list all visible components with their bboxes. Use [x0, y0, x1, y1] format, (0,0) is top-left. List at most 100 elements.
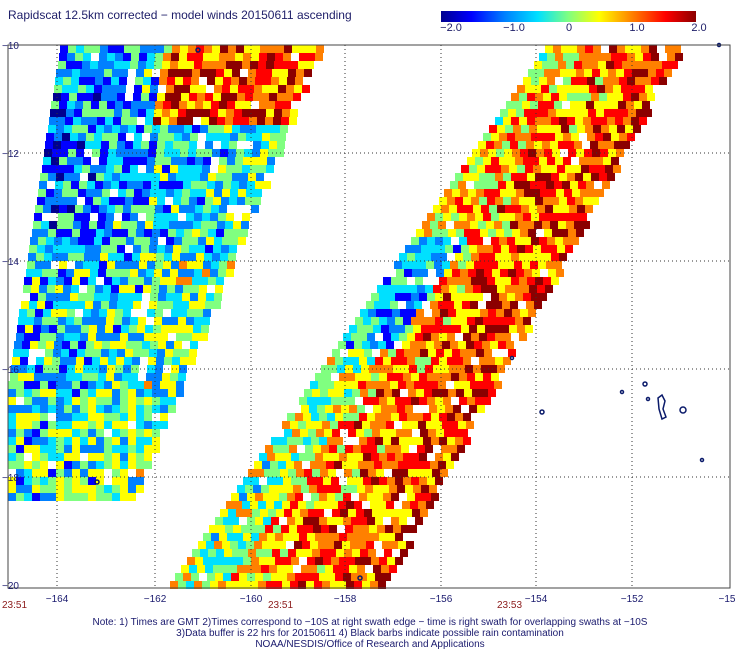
wind-cell [42, 373, 50, 381]
wind-cell [128, 413, 136, 421]
wind-cell [486, 301, 494, 309]
wind-cell [112, 173, 120, 181]
wind-cell [229, 197, 237, 205]
wind-cell [550, 61, 558, 69]
wind-cell [556, 109, 564, 117]
wind-cell [556, 189, 564, 197]
wind-cell [116, 357, 124, 365]
wind-cell [554, 101, 562, 109]
wind-cell [234, 61, 242, 69]
wind-cell [352, 389, 360, 397]
wind-cell [367, 357, 375, 365]
wind-cell [188, 45, 196, 53]
wind-cell [295, 77, 303, 85]
wind-cell [379, 293, 387, 301]
wind-cell [174, 133, 182, 141]
wind-cell [488, 309, 496, 317]
wind-cell [303, 517, 311, 525]
wind-cell [189, 93, 197, 101]
map-title: Rapidscat 12.5km corrected − model winds… [8, 8, 352, 22]
wind-cell [248, 173, 256, 181]
wind-cell [440, 309, 448, 317]
wind-cell [56, 277, 64, 285]
wind-cell [415, 333, 423, 341]
wind-cell [611, 53, 619, 61]
wind-cell [404, 429, 412, 437]
wind-cell [191, 285, 199, 293]
wind-cell [424, 389, 432, 397]
wind-cell [120, 493, 128, 501]
wind-cell [263, 517, 271, 525]
wind-cell [64, 333, 72, 341]
wind-cell [467, 157, 475, 165]
wind-cell [216, 173, 224, 181]
wind-cell [149, 301, 157, 309]
wind-cell [379, 533, 387, 541]
wind-cell [183, 77, 191, 85]
wind-cell [167, 77, 175, 85]
wind-cell [111, 77, 119, 85]
wind-cell [551, 173, 559, 181]
wind-cell [192, 277, 200, 285]
wind-cell [331, 453, 339, 461]
wind-cell [277, 93, 285, 101]
wind-cell [391, 493, 399, 501]
wind-cell [366, 381, 374, 389]
wind-cell [306, 421, 314, 429]
wind-cell [208, 69, 216, 77]
wind-cell [121, 325, 129, 333]
wind-cell [59, 365, 67, 373]
wind-cell [136, 277, 144, 285]
wind-cell [158, 189, 166, 197]
wind-cell [496, 309, 504, 317]
wind-cell [48, 333, 56, 341]
wind-cell [486, 221, 494, 229]
wind-cell [203, 157, 211, 165]
wind-cell [308, 45, 316, 53]
wind-cell [8, 485, 16, 493]
wind-cell [449, 445, 457, 453]
wind-cell [48, 493, 56, 501]
wind-cell [18, 373, 26, 381]
wind-cell [323, 557, 331, 565]
wind-cell [112, 333, 120, 341]
wind-cell [278, 133, 286, 141]
wind-cell [96, 397, 104, 405]
wind-cell [388, 349, 396, 357]
wind-cell [443, 293, 451, 301]
wind-cell [163, 101, 171, 109]
wind-cell [381, 565, 389, 573]
wind-cell [160, 277, 168, 285]
wind-cell [242, 581, 250, 589]
wind-cell [306, 501, 314, 509]
wind-cell [425, 445, 433, 453]
wind-cell [251, 477, 259, 485]
wind-cell [461, 165, 469, 173]
wind-cell [26, 373, 34, 381]
wind-cell [234, 109, 242, 117]
wind-cell [391, 517, 399, 525]
wind-cell [120, 173, 128, 181]
wind-cell [254, 461, 262, 469]
wind-cell [559, 253, 567, 261]
wind-cell [605, 165, 613, 173]
wind-cell [211, 261, 219, 269]
wind-cell [467, 397, 475, 405]
wind-cell [631, 117, 639, 125]
wind-cell [117, 349, 125, 357]
wind-cell [522, 101, 530, 109]
wind-cell [80, 413, 88, 421]
wind-cell [436, 349, 444, 357]
wind-cell [380, 349, 388, 357]
wind-cell [348, 349, 356, 357]
wind-cell [275, 453, 283, 461]
wind-cell [374, 381, 382, 389]
wind-cell [371, 293, 379, 301]
wind-cell [616, 69, 624, 77]
wind-cell [368, 309, 376, 317]
wind-cell [77, 245, 85, 253]
wind-cell [48, 381, 56, 389]
wind-cell [187, 261, 195, 269]
wind-cell [406, 381, 414, 389]
wind-cell [451, 373, 459, 381]
